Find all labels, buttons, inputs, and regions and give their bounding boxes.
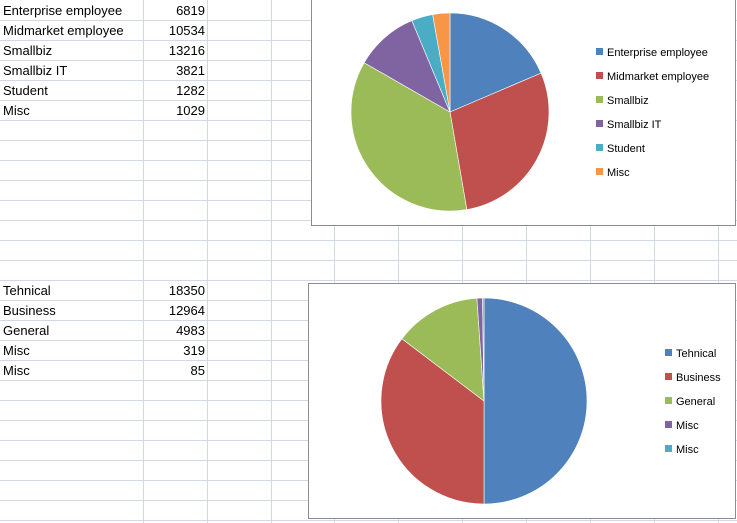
- cell-value[interactable]: 10534: [168, 23, 205, 38]
- cell-value[interactable]: 18350: [168, 283, 205, 298]
- cell-value[interactable]: 1029: [176, 103, 205, 118]
- cell-label[interactable]: Smallbiz IT: [3, 63, 68, 78]
- pie-slice[interactable]: [449, 12, 542, 113]
- legend-label: Midmarket employee: [607, 71, 709, 83]
- pie-slice[interactable]: [432, 12, 451, 113]
- legend-swatch: [596, 96, 603, 103]
- cell-value[interactable]: 13216: [168, 43, 205, 58]
- cell-value[interactable]: 12964: [168, 303, 205, 318]
- legend-swatch: [596, 144, 603, 151]
- pie-slice[interactable]: [380, 338, 485, 505]
- legend-label: Student: [607, 143, 645, 155]
- cell-value[interactable]: 319: [183, 343, 205, 358]
- pie-slice[interactable]: [449, 72, 550, 210]
- legend-label: General: [676, 396, 715, 408]
- legend-swatch: [665, 445, 672, 452]
- cell-value[interactable]: 3821: [176, 63, 205, 78]
- pie-chart-categories[interactable]: Tehnical Business General Misc Misc: [308, 283, 736, 519]
- legend-label: Misc: [607, 167, 630, 179]
- pie-slice[interactable]: [482, 297, 485, 402]
- legend-swatch: [596, 48, 603, 55]
- cell-label[interactable]: Misc: [3, 363, 30, 378]
- legend-swatch: [665, 397, 672, 404]
- cell-label[interactable]: Midmarket employee: [3, 23, 124, 38]
- legend-label: Tehnical: [676, 348, 716, 360]
- legend-label: Smallbiz IT: [607, 119, 662, 131]
- legend-swatch: [596, 72, 603, 79]
- legend-label: Smallbiz: [607, 95, 649, 107]
- cell-value[interactable]: 85: [190, 363, 205, 378]
- cell-value[interactable]: 1282: [176, 83, 205, 98]
- legend-label: Business: [676, 372, 721, 384]
- legend-label: Misc: [676, 420, 699, 432]
- cell-label[interactable]: General: [3, 323, 50, 338]
- pie-slice[interactable]: [401, 297, 485, 402]
- legend-label: Enterprise employee: [607, 47, 708, 59]
- cell-label[interactable]: Smallbiz: [3, 43, 53, 58]
- pie-slice[interactable]: [350, 62, 468, 212]
- legend-label: Misc: [676, 444, 699, 456]
- pie-chart-categories-svg: Tehnical Business General Misc Misc: [380, 297, 721, 505]
- cell-label[interactable]: Enterprise employee: [3, 3, 123, 18]
- pie-slice[interactable]: [483, 297, 588, 505]
- cell-label[interactable]: Student: [3, 83, 48, 98]
- pie-chart-segments[interactable]: Enterprise employee Midmarket employee Sma…: [311, 0, 736, 226]
- legend-swatch: [665, 373, 672, 380]
- legend-swatch: [665, 421, 672, 428]
- cell-value[interactable]: 4983: [176, 323, 205, 338]
- cell-value[interactable]: 6819: [176, 3, 205, 18]
- cell-label[interactable]: Business: [3, 303, 56, 318]
- cell-label[interactable]: Misc: [3, 103, 30, 118]
- cell-label[interactable]: Misc: [3, 343, 30, 358]
- legend-swatch: [596, 120, 603, 127]
- cell-label[interactable]: Tehnical: [3, 283, 51, 298]
- legend-swatch: [596, 168, 603, 175]
- pie-chart-segments-svg: Enterprise employee Midmarket employee Sma…: [350, 12, 709, 212]
- legend-swatch: [665, 349, 672, 356]
